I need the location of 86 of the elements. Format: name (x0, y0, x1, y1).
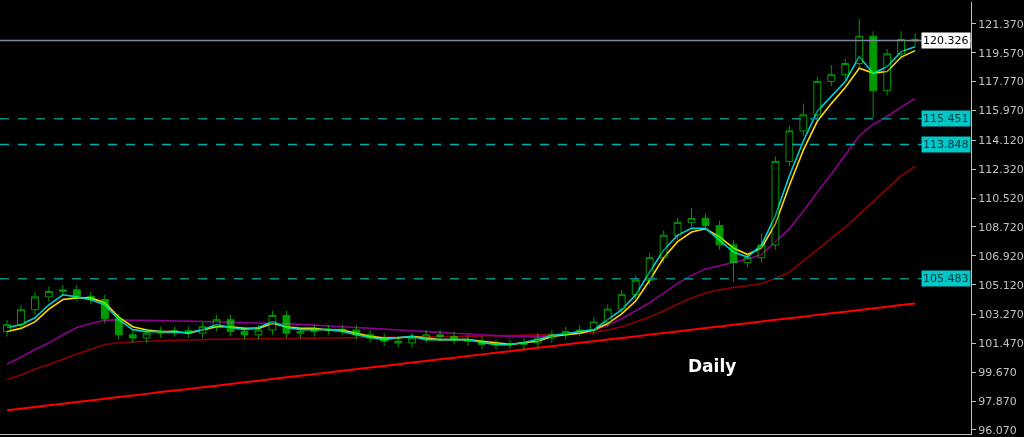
candlestick (603, 303, 612, 328)
y-tick-label: 103.270 (978, 308, 1024, 322)
candlestick (743, 252, 752, 268)
candlestick (841, 58, 850, 81)
y-tick-label: 105.120 (978, 278, 1024, 292)
candlestick (226, 314, 235, 337)
candlestick (631, 274, 640, 300)
candlestick (282, 310, 291, 339)
candlestick (212, 314, 221, 333)
candlestick (799, 103, 808, 137)
line-series (6, 165, 916, 381)
candlestick (547, 329, 556, 344)
candlestick (366, 329, 375, 344)
candlestick (352, 324, 361, 341)
candlestick (436, 329, 445, 342)
y-tick-label: 108.720 (978, 220, 1024, 234)
candlestick (813, 76, 822, 121)
candlestick (296, 326, 305, 339)
y-tick-label: 97.870 (978, 394, 1017, 408)
candlestick (617, 289, 626, 315)
candlestick (575, 324, 584, 337)
candlestick (771, 156, 780, 251)
candlestick (464, 334, 472, 347)
candlestick (3, 319, 11, 337)
y-tick-label: 110.520 (978, 191, 1024, 205)
candlestick (589, 316, 598, 336)
candlestick (72, 284, 81, 302)
candlestick (408, 332, 417, 349)
candlestick (142, 327, 151, 344)
y-tick-label: 114.120 (978, 134, 1024, 148)
candlestick (687, 207, 696, 228)
candlestick (44, 286, 53, 303)
ref-line-label: 113.848 (923, 138, 969, 151)
candlestick (86, 290, 95, 305)
candlestick (114, 313, 123, 341)
candlestick (533, 332, 542, 349)
y-tick-label: 96.070 (978, 423, 1017, 437)
candlestick (268, 310, 277, 336)
candlestick (170, 326, 179, 337)
candlestick (883, 48, 892, 97)
candlestick (715, 220, 724, 251)
candlestick (729, 239, 738, 283)
candlestick (869, 30, 878, 119)
candlestick (58, 284, 67, 297)
candlestick (254, 324, 263, 341)
ref-line-label: 120.326 (923, 34, 969, 47)
candlestick (827, 64, 836, 87)
candlestick (520, 337, 528, 350)
candlestick (198, 321, 207, 339)
candlestick (310, 324, 319, 337)
candlestick (478, 335, 486, 350)
candlestick (701, 213, 710, 231)
y-tick-label: 106.920 (978, 249, 1024, 263)
candlestick (184, 326, 193, 339)
candlestick (785, 125, 794, 167)
candlestick (31, 291, 39, 316)
candlestick (645, 252, 654, 286)
y-tick-label: 101.470 (978, 337, 1024, 351)
candlestick (492, 339, 500, 350)
candlestick (757, 233, 766, 264)
candlestick (450, 331, 458, 345)
y-tick-label: 121.370 (978, 17, 1024, 31)
candlestick (100, 294, 109, 325)
candlestick (855, 18, 864, 69)
annotation: Daily (688, 356, 737, 376)
ref-line-label: 115.451 (923, 112, 969, 125)
y-tick-label: 119.570 (978, 46, 1024, 60)
candlestick (561, 326, 570, 341)
candlestick (324, 324, 333, 336)
candlestick (240, 326, 249, 341)
candlestick (156, 326, 165, 339)
candlestick (659, 229, 668, 264)
candlestick (422, 329, 431, 344)
candlestick (506, 339, 514, 350)
candlestick (128, 329, 137, 344)
candlestick (673, 217, 682, 241)
candlestick (380, 332, 389, 347)
y-tick-label: 112.320 (978, 162, 1024, 176)
y-tick-label: 115.970 (978, 104, 1024, 118)
y-tick-label: 99.670 (978, 366, 1017, 380)
ref-line-label: 105.483 (923, 272, 969, 285)
y-tick-label: 117.770 (978, 75, 1024, 89)
candlestick (394, 335, 403, 349)
candlestick (17, 304, 25, 330)
candlestick (338, 324, 347, 336)
line-series (5, 302, 917, 412)
